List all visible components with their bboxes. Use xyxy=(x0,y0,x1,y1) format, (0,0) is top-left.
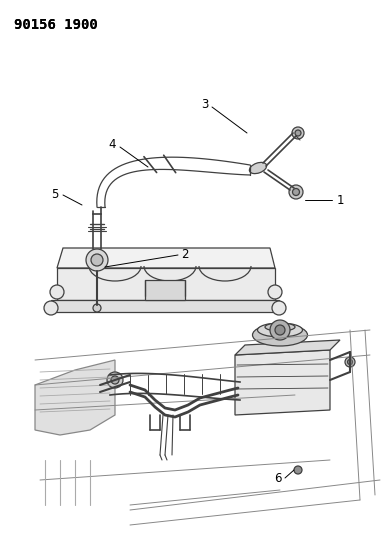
Ellipse shape xyxy=(265,323,295,331)
Circle shape xyxy=(44,301,58,315)
Polygon shape xyxy=(235,350,330,415)
Ellipse shape xyxy=(258,323,303,337)
Circle shape xyxy=(270,320,290,340)
Circle shape xyxy=(295,130,301,136)
Circle shape xyxy=(347,359,352,365)
Circle shape xyxy=(292,189,299,196)
Polygon shape xyxy=(51,300,279,312)
Text: 2: 2 xyxy=(181,248,189,262)
Circle shape xyxy=(86,249,108,271)
Polygon shape xyxy=(57,248,275,268)
Circle shape xyxy=(345,357,355,367)
Circle shape xyxy=(294,466,302,474)
Text: 6: 6 xyxy=(274,472,282,484)
Circle shape xyxy=(292,127,304,139)
Circle shape xyxy=(93,304,101,312)
Ellipse shape xyxy=(249,163,267,174)
Circle shape xyxy=(111,376,119,384)
Circle shape xyxy=(272,301,286,315)
Polygon shape xyxy=(145,280,185,300)
Text: 5: 5 xyxy=(51,189,59,201)
Text: 1: 1 xyxy=(336,193,344,206)
Circle shape xyxy=(107,372,123,388)
Circle shape xyxy=(289,185,303,199)
Ellipse shape xyxy=(252,324,307,346)
Text: 90156 1900: 90156 1900 xyxy=(14,18,98,32)
Text: 90156 1900: 90156 1900 xyxy=(14,18,98,32)
Polygon shape xyxy=(235,340,340,355)
Polygon shape xyxy=(35,360,115,435)
Circle shape xyxy=(275,325,285,335)
Text: 4: 4 xyxy=(108,139,116,151)
Circle shape xyxy=(268,285,282,299)
Circle shape xyxy=(91,254,103,266)
Circle shape xyxy=(50,285,64,299)
Text: 3: 3 xyxy=(201,99,209,111)
Polygon shape xyxy=(57,268,275,300)
